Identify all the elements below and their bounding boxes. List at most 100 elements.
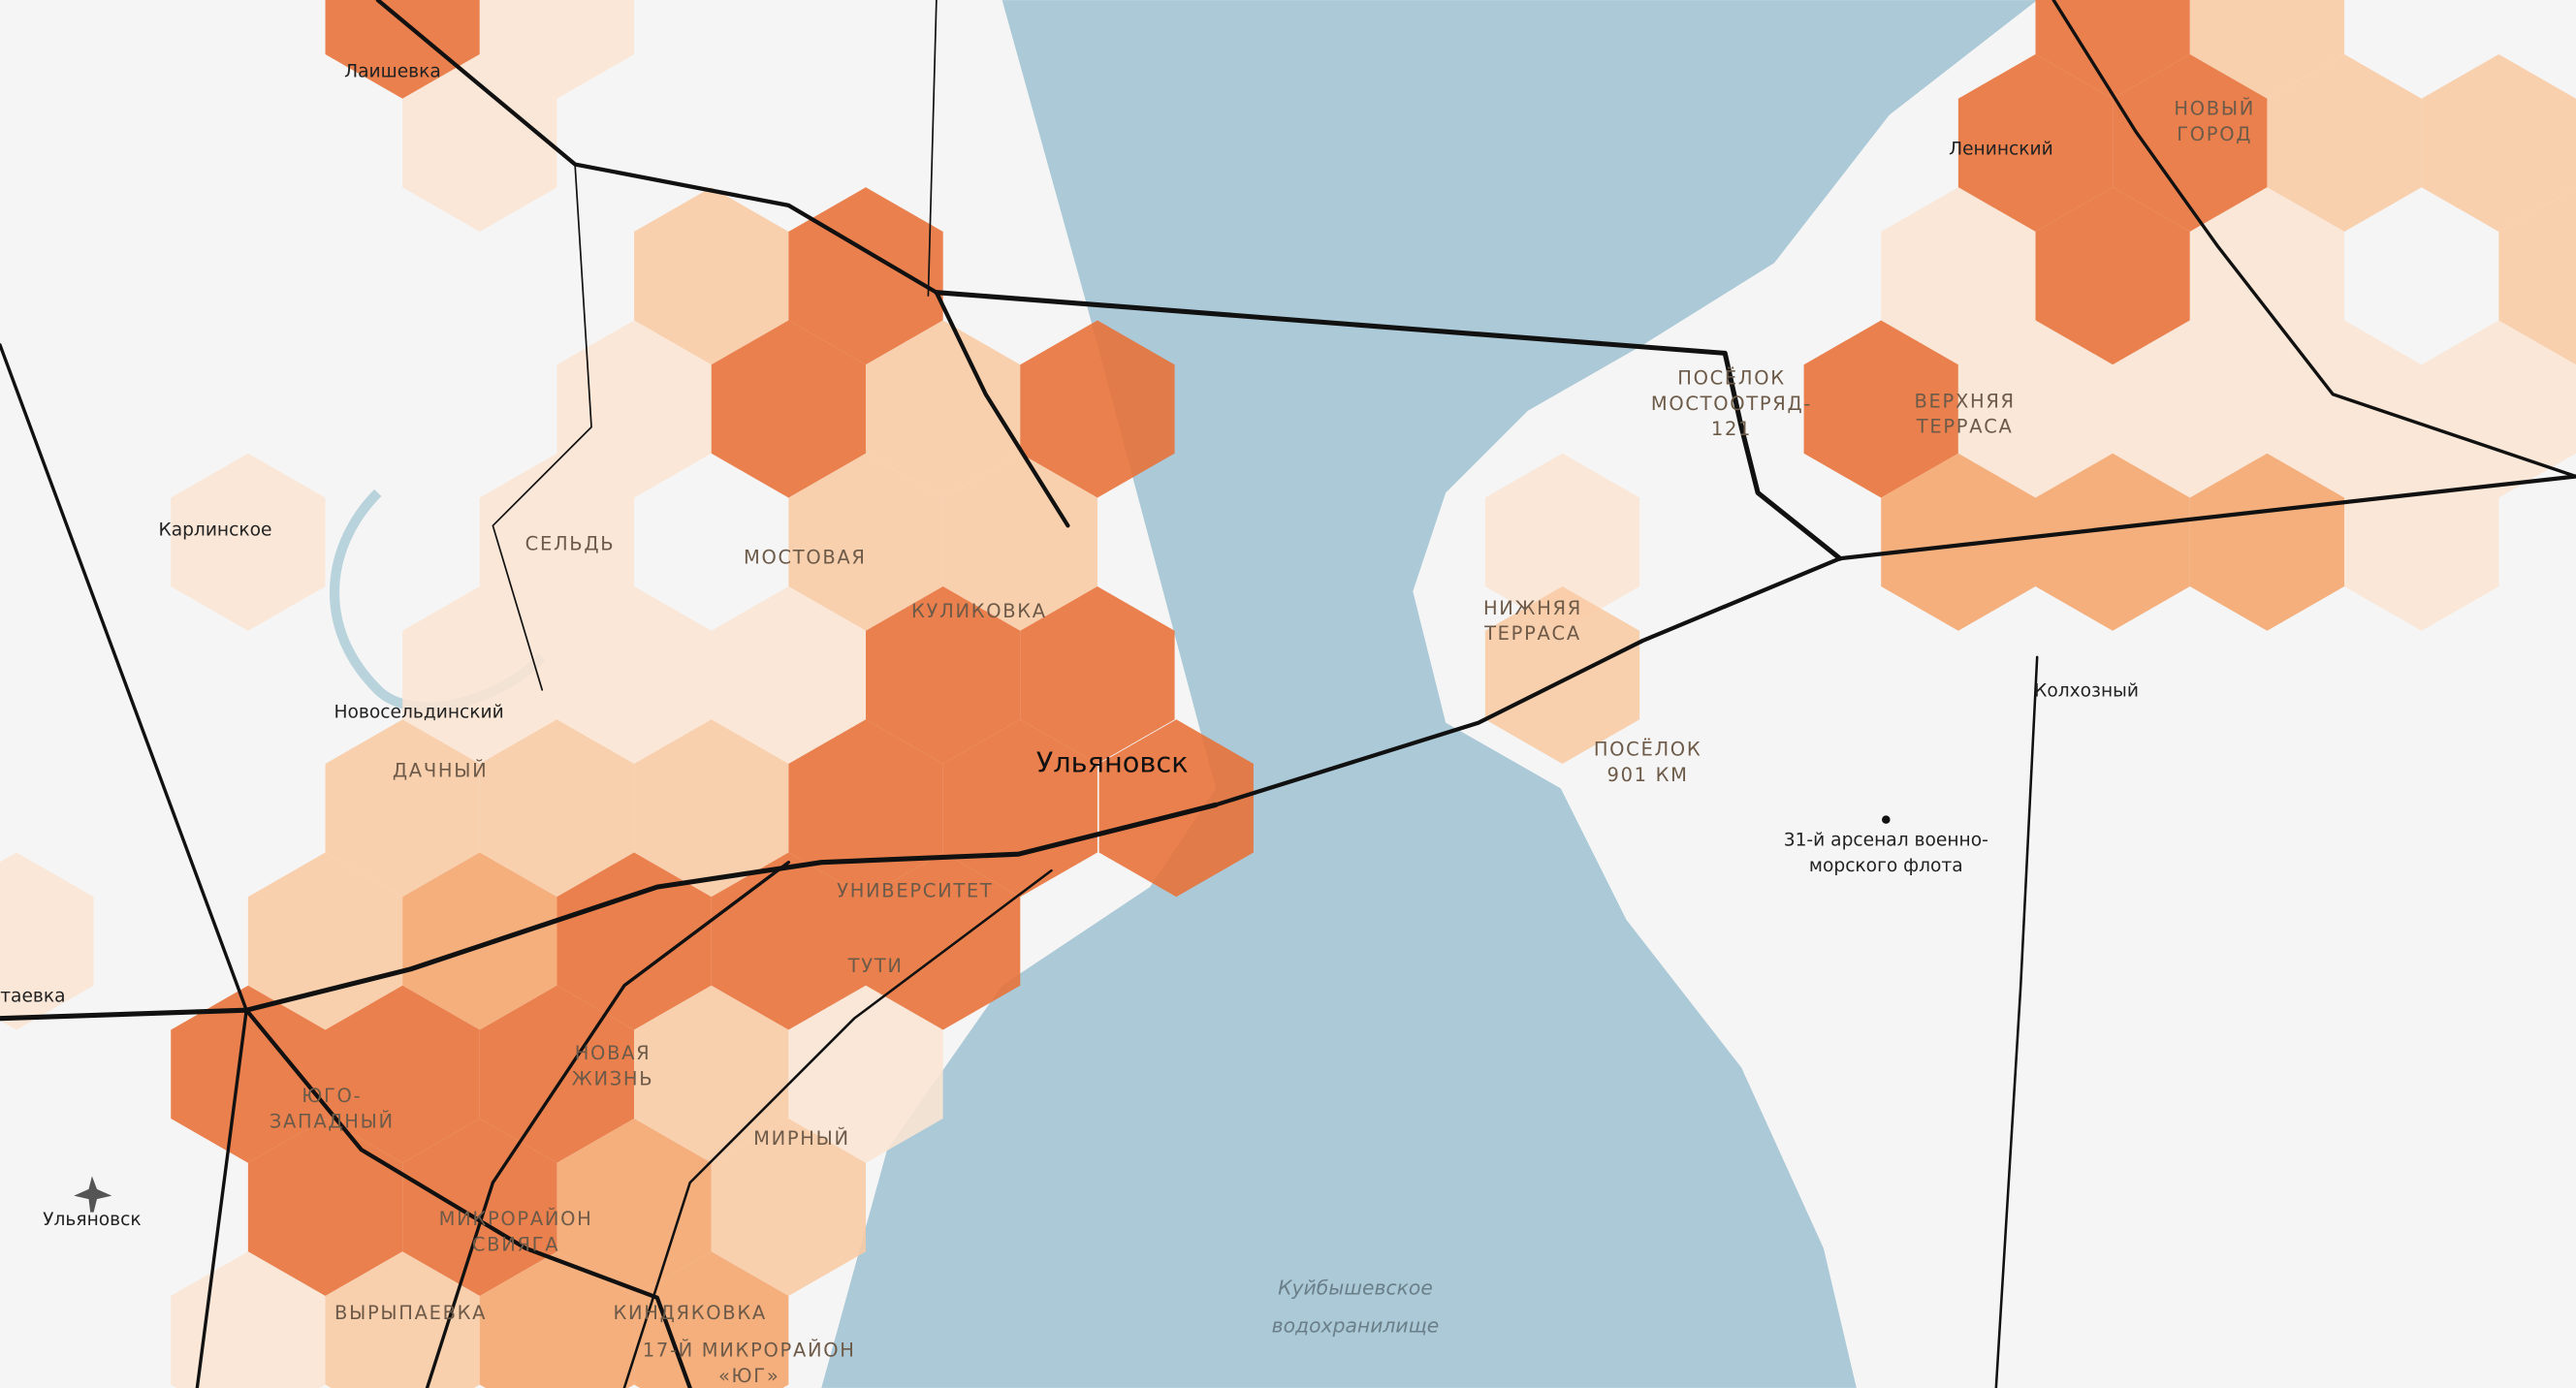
hexbin bbox=[0, 852, 94, 1030]
hexbin bbox=[866, 320, 1021, 498]
place-label: ПОСЁЛОК 901 КМ bbox=[1594, 739, 1702, 786]
road bbox=[2051, 0, 2576, 479]
label-line: СВИЯГА bbox=[472, 1233, 559, 1255]
place-label: Ленинский bbox=[1949, 139, 2053, 159]
label-line: ЖИЗНЬ bbox=[572, 1067, 653, 1089]
hexbin bbox=[557, 852, 712, 1030]
label-line: МИКРОРАЙОН bbox=[439, 1208, 593, 1230]
hexbin bbox=[634, 719, 789, 898]
label-line: ЮГО- bbox=[302, 1085, 362, 1107]
place-label: СЕЛЬДЬ bbox=[525, 533, 616, 555]
label-line: СЕЛЬДЬ bbox=[525, 533, 616, 555]
hexbin bbox=[479, 0, 635, 99]
label-line: ТЕРРАСА bbox=[1916, 416, 2014, 438]
hexbin bbox=[479, 719, 635, 898]
hexbin bbox=[1020, 586, 1175, 765]
hexbin bbox=[2113, 320, 2268, 498]
hexbin bbox=[711, 320, 867, 498]
hexbin bbox=[2035, 0, 2190, 99]
hexbin bbox=[2267, 320, 2422, 498]
hexbin bbox=[1803, 320, 1958, 498]
hexbin bbox=[557, 1119, 712, 1297]
label-line: МИРНЫЙ bbox=[753, 1127, 850, 1150]
label-line: Ульяновск bbox=[1036, 745, 1189, 778]
place-label: ДАЧНЫЙ bbox=[393, 760, 488, 782]
place-label: Карлинское bbox=[158, 520, 271, 540]
label-line: НОВЫЙ bbox=[2174, 98, 2255, 120]
hexbin bbox=[1881, 453, 2036, 631]
place-label: НИЖНЯЯ ТЕРРАСА bbox=[1483, 597, 1582, 645]
label-line: ВЕРХНЯЯ bbox=[1914, 390, 2015, 412]
label-line: МОСТООТРЯД- bbox=[1651, 393, 1812, 415]
label-line: Новосельдинский bbox=[334, 703, 503, 723]
label-line: Лаишевка bbox=[344, 62, 441, 82]
place-label: Лаишевка bbox=[344, 62, 441, 82]
label-line: ПОСЁЛОК bbox=[1594, 739, 1702, 761]
hexbin bbox=[788, 719, 943, 898]
road bbox=[425, 860, 791, 1388]
hexbin bbox=[2035, 187, 2190, 365]
hexbin bbox=[325, 719, 480, 898]
hexbin bbox=[1020, 320, 1175, 498]
road bbox=[622, 868, 1053, 1388]
hexbin bbox=[402, 1119, 557, 1297]
hexbin bbox=[942, 453, 1097, 631]
label-line: ГОРОД bbox=[2177, 123, 2252, 145]
label-line: морского флота bbox=[1809, 856, 1963, 876]
road bbox=[375, 0, 1070, 528]
hexbin bbox=[247, 1119, 403, 1297]
hexbin bbox=[402, 586, 557, 765]
place-label: Ульяновск bbox=[1036, 745, 1189, 778]
hexbin bbox=[402, 852, 557, 1030]
hexbin bbox=[479, 453, 635, 631]
label-line: КУЛИКОВКА bbox=[911, 600, 1047, 622]
hexbin bbox=[1957, 53, 2114, 232]
hexbin bbox=[788, 187, 943, 365]
label-line: КИНДЯКОВКА bbox=[614, 1302, 767, 1324]
road bbox=[1994, 655, 2039, 1388]
place-label: НОВЫЙ ГОРОД bbox=[2174, 98, 2255, 145]
label-line: ВЫРЫПАЕВКА bbox=[334, 1302, 487, 1324]
hexbin bbox=[634, 985, 789, 1163]
hexbin bbox=[1484, 586, 1640, 765]
place-label: 17-Й МИКРОРАЙОН «ЮГ» bbox=[643, 1340, 856, 1387]
place-label: НОВАЯ ЖИЗНЬ bbox=[572, 1042, 653, 1089]
hexbin bbox=[247, 852, 403, 1030]
label-line: Куйбышевское bbox=[1278, 1276, 1433, 1299]
label-line: водохранилище bbox=[1272, 1313, 1440, 1337]
label-line: «ЮГ» bbox=[718, 1365, 780, 1387]
place-label: МИРНЫЙ bbox=[753, 1127, 850, 1150]
place-label: МОСТОВАЯ bbox=[744, 546, 867, 568]
label-line: ДАЧНЫЙ bbox=[393, 760, 488, 782]
hexbin bbox=[171, 453, 326, 631]
label-line: 901 КМ bbox=[1607, 764, 1689, 786]
label-line: НОВАЯ bbox=[575, 1042, 652, 1064]
poi-marker bbox=[1882, 815, 1891, 824]
label-line: МОСТОВАЯ bbox=[744, 546, 867, 568]
place-label: ВЫРЫПАЕВКА bbox=[334, 1302, 487, 1324]
place-label: ЮГО- ЗАПАДНЫЙ bbox=[270, 1085, 395, 1132]
place-label: ПОСЁЛОК МОСТООТРЯД- 121 bbox=[1651, 367, 1812, 441]
hexbin bbox=[2267, 53, 2422, 232]
labels: Лаишевка Карлинское СЕЛЬДЬ МОСТОВАЯ КУЛИКОВК… bbox=[0, 62, 2255, 1387]
hexbin bbox=[866, 852, 1021, 1030]
road bbox=[1213, 474, 2576, 807]
hexbin bbox=[711, 586, 867, 765]
label-line: НИЖНЯЯ bbox=[1483, 597, 1582, 619]
label-line: ТУТИ bbox=[847, 955, 904, 977]
label-line: 121 bbox=[1711, 418, 1752, 440]
road bbox=[492, 0, 938, 691]
hexbin bbox=[866, 586, 1021, 765]
place-label: Колхозный bbox=[2034, 681, 2139, 702]
hexbin bbox=[2421, 320, 2576, 498]
hexbin bbox=[557, 320, 712, 498]
hexbin bbox=[2421, 53, 2576, 232]
label-line: ПОСЁЛОК bbox=[1677, 367, 1786, 390]
place-label: ТУТИ bbox=[847, 955, 904, 977]
hexbin bbox=[711, 1119, 867, 1297]
hexbin bbox=[1484, 453, 1640, 631]
airport-icon bbox=[74, 1176, 112, 1213]
